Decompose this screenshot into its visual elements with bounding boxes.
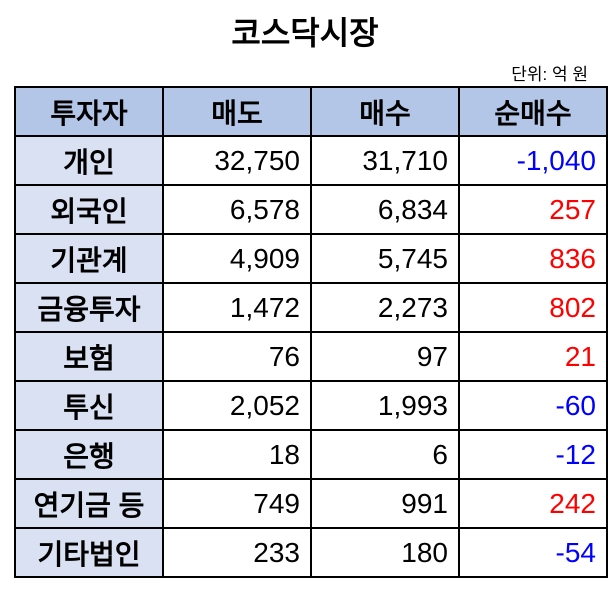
sell-cell: 4,909 bbox=[162, 233, 312, 284]
table-row: 연기금 등 749 991 242 bbox=[14, 478, 608, 529]
unit-label: 단위: 억 원 bbox=[511, 65, 588, 84]
table-row: 기타법인 233 180 -54 bbox=[14, 527, 608, 578]
investor-cell: 기타법인 bbox=[14, 527, 164, 578]
sell-cell: 6,578 bbox=[162, 184, 312, 235]
page-title: 코스닥시장 bbox=[231, 15, 379, 51]
net-buy-cell: 257 bbox=[458, 184, 608, 235]
buy-cell: 5,745 bbox=[310, 233, 460, 284]
sell-cell: 18 bbox=[162, 429, 312, 480]
sell-cell: 1,472 bbox=[162, 282, 312, 333]
table-row: 외국인 6,578 6,834 257 bbox=[14, 184, 608, 235]
buy-cell: 180 bbox=[310, 527, 460, 578]
investor-trading-table: 투자자 매도 매수 순매수 개인 32,750 31,710 -1,040 외국인 6,5… bbox=[14, 86, 608, 578]
net-buy-cell: -60 bbox=[458, 380, 608, 431]
buy-cell: 6 bbox=[310, 429, 460, 480]
buy-cell: 31,710 bbox=[310, 135, 460, 186]
buy-cell: 2,273 bbox=[310, 282, 460, 333]
net-buy-cell: 21 bbox=[458, 331, 608, 382]
investor-cell: 외국인 bbox=[14, 184, 164, 235]
table-row: 개인 32,750 31,710 -1,040 bbox=[14, 135, 608, 186]
header-net-buy: 순매수 bbox=[458, 86, 608, 137]
investor-cell: 개인 bbox=[14, 135, 164, 186]
header-sell: 매도 bbox=[162, 86, 312, 137]
table-row: 은행 18 6 -12 bbox=[14, 429, 608, 480]
investor-cell: 연기금 등 bbox=[14, 478, 164, 529]
net-buy-cell: -12 bbox=[458, 429, 608, 480]
net-buy-cell: 802 bbox=[458, 282, 608, 333]
header-buy: 매수 bbox=[310, 86, 460, 137]
table-row: 투신 2,052 1,993 -60 bbox=[14, 380, 608, 431]
sell-cell: 233 bbox=[162, 527, 312, 578]
table-row: 기관계 4,909 5,745 836 bbox=[14, 233, 608, 284]
net-buy-cell: 836 bbox=[458, 233, 608, 284]
investor-cell: 기관계 bbox=[14, 233, 164, 284]
sell-cell: 2,052 bbox=[162, 380, 312, 431]
table-row: 금융투자 1,472 2,273 802 bbox=[14, 282, 608, 333]
investor-cell: 보험 bbox=[14, 331, 164, 382]
investor-cell: 투신 bbox=[14, 380, 164, 431]
table-row: 보험 76 97 21 bbox=[14, 331, 608, 382]
header-row: 투자자 매도 매수 순매수 bbox=[14, 86, 608, 137]
buy-cell: 6,834 bbox=[310, 184, 460, 235]
sell-cell: 32,750 bbox=[162, 135, 312, 186]
sell-cell: 749 bbox=[162, 478, 312, 529]
net-buy-cell: -54 bbox=[458, 527, 608, 578]
buy-cell: 991 bbox=[310, 478, 460, 529]
net-buy-cell: -1,040 bbox=[458, 135, 608, 186]
investor-cell: 금융투자 bbox=[14, 282, 164, 333]
buy-cell: 97 bbox=[310, 331, 460, 382]
header-investor: 투자자 bbox=[14, 86, 164, 137]
sell-cell: 76 bbox=[162, 331, 312, 382]
investor-cell: 은행 bbox=[14, 429, 164, 480]
buy-cell: 1,993 bbox=[310, 380, 460, 431]
net-buy-cell: 242 bbox=[458, 478, 608, 529]
